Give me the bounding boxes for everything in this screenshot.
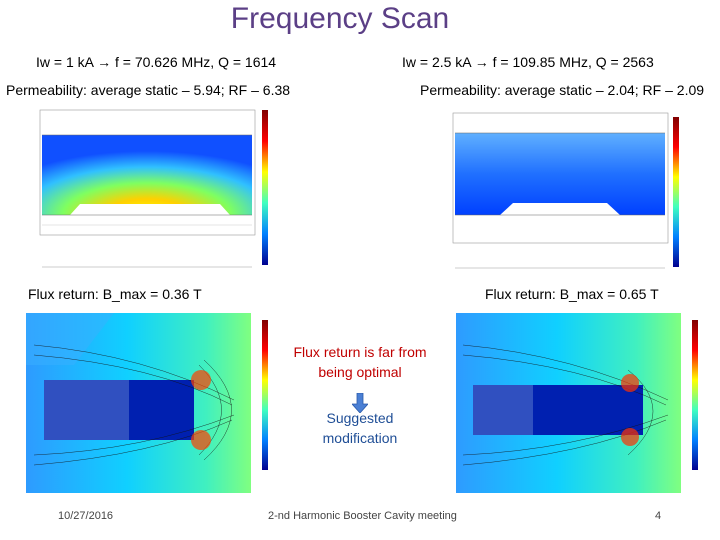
flux-return-note: Flux return is far from being optimal bbox=[293, 344, 427, 380]
down-arrow-icon bbox=[351, 392, 369, 418]
footer-meeting: 2-nd Harmonic Booster Cavity meeting bbox=[268, 510, 457, 522]
right-flux-caption: Flux return: B_max = 0.65 T bbox=[485, 286, 659, 302]
left-flux-map bbox=[26, 313, 268, 493]
right-flux-map bbox=[456, 313, 698, 493]
right-permeability-caption: Permeability: average static – 2.04; RF … bbox=[420, 82, 705, 98]
right-condition-caption: Iw = 2.5 kA → f = 109.85 MHz, Q = 2563 bbox=[402, 54, 654, 70]
left-permeability-map bbox=[39, 109, 268, 268]
footer-date: 10/27/2016 bbox=[58, 510, 114, 522]
right-permeability-map bbox=[452, 112, 679, 269]
left-permeability-plot bbox=[30, 100, 290, 275]
suggested-modification-label: Suggested modification bbox=[322, 410, 398, 446]
right-flux-plot bbox=[448, 305, 712, 500]
right-permeability-plot bbox=[445, 103, 693, 275]
slide-title: Frequency Scan bbox=[230, 2, 450, 35]
footer-page-number: 4 bbox=[655, 510, 662, 522]
left-permeability-caption: Permeability: average static – 5.94; RF … bbox=[6, 82, 291, 98]
left-condition-caption: Iw = 1 kA → f = 70.626 MHz, Q = 1614 bbox=[36, 54, 277, 70]
left-flux-plot bbox=[14, 305, 282, 500]
left-flux-caption: Flux return: B_max = 0.36 T bbox=[28, 286, 202, 302]
